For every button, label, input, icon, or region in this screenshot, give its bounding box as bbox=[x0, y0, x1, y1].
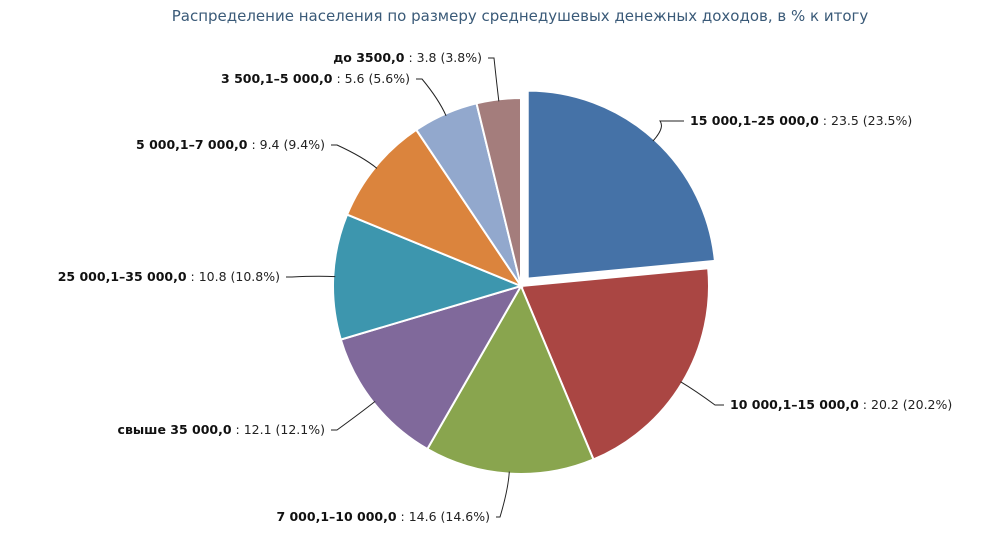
slice-label-name: 15 000,1–25 000,0 bbox=[690, 113, 819, 128]
leader-line bbox=[416, 78, 447, 116]
slice-label-name: свыше 35 000,0 bbox=[118, 422, 232, 437]
slice-label-name: 7 000,1–10 000,0 bbox=[276, 509, 396, 524]
chart-title: Распределение населения по размеру средн… bbox=[172, 7, 869, 25]
slice-label-name: 3 500,1–5 000,0 bbox=[221, 71, 333, 86]
slice-label-name: до 3500,0 bbox=[333, 50, 405, 65]
slice-label: до 3500,0 : 3.8 (3.8%) bbox=[333, 50, 482, 65]
slice-label-value: : 9.4 (9.4%) bbox=[247, 137, 325, 152]
slice-label-value: : 5.6 (5.6%) bbox=[332, 71, 410, 86]
slice-label-value: : 12.1 (12.1%) bbox=[232, 422, 325, 437]
slice-label-value: : 3.8 (3.8%) bbox=[404, 50, 482, 65]
slice-label: 15 000,1–25 000,0 : 23.5 (23.5%) bbox=[690, 113, 912, 128]
slice-label-value: : 10.8 (10.8%) bbox=[187, 269, 280, 284]
slice-label-name: 10 000,1–15 000,0 bbox=[730, 397, 859, 412]
leader-line bbox=[680, 381, 724, 406]
leader-line bbox=[496, 471, 510, 518]
pie-slice[interactable] bbox=[526, 89, 716, 280]
slice-label: 3 500,1–5 000,0 : 5.6 (5.6%) bbox=[221, 71, 410, 86]
slice-label: 25 000,1–35 000,0 : 10.8 (10.8%) bbox=[58, 269, 280, 284]
slice-label: 10 000,1–15 000,0 : 20.2 (20.2%) bbox=[730, 397, 952, 412]
slice-label: 7 000,1–10 000,0 : 14.6 (14.6%) bbox=[276, 509, 490, 524]
leader-line bbox=[488, 57, 500, 102]
leader-line bbox=[652, 120, 684, 142]
slice-label-value: : 20.2 (20.2%) bbox=[859, 397, 952, 412]
leader-line bbox=[286, 275, 336, 278]
leader-line bbox=[331, 144, 378, 169]
slice-label-value: : 14.6 (14.6%) bbox=[397, 509, 490, 524]
slice-label-name: 25 000,1–35 000,0 bbox=[58, 269, 187, 284]
leader-line bbox=[331, 400, 376, 431]
slice-label-name: 5 000,1–7 000,0 bbox=[136, 137, 248, 152]
slice-label: 5 000,1–7 000,0 : 9.4 (9.4%) bbox=[136, 137, 325, 152]
slice-label-value: : 23.5 (23.5%) bbox=[819, 113, 912, 128]
slice-label: свыше 35 000,0 : 12.1 (12.1%) bbox=[118, 422, 325, 437]
